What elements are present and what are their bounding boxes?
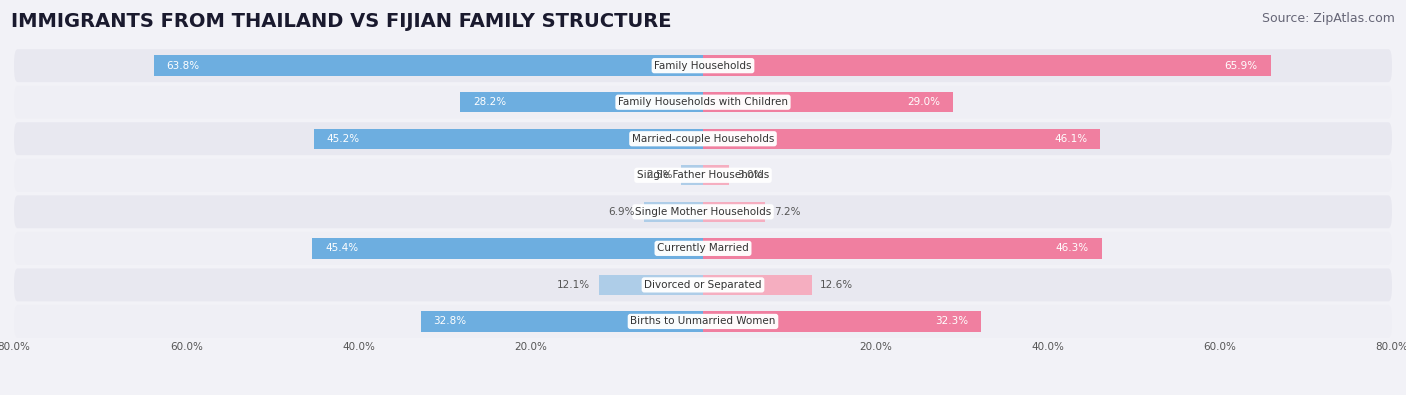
Text: 32.8%: 32.8% [433,316,467,326]
Text: 28.2%: 28.2% [472,97,506,107]
Text: 45.2%: 45.2% [326,134,360,144]
Bar [312,238,703,259]
Text: Births to Unmarried Women: Births to Unmarried Women [630,316,776,326]
Text: 12.1%: 12.1% [557,280,591,290]
Text: 65.9%: 65.9% [1225,61,1257,71]
Bar [703,238,1102,259]
Bar [153,55,703,76]
Text: 46.3%: 46.3% [1056,243,1088,253]
Bar [599,275,703,295]
Bar [703,311,981,332]
Text: 6.9%: 6.9% [609,207,636,217]
FancyBboxPatch shape [14,232,1392,265]
Bar [420,311,703,332]
FancyBboxPatch shape [14,196,1392,228]
FancyBboxPatch shape [14,159,1392,192]
Text: Divorced or Separated: Divorced or Separated [644,280,762,290]
Bar [644,201,703,222]
Bar [314,128,703,149]
Bar [703,275,811,295]
FancyBboxPatch shape [14,305,1392,338]
Text: Single Father Households: Single Father Households [637,170,769,180]
Text: 45.4%: 45.4% [325,243,359,253]
Text: IMMIGRANTS FROM THAILAND VS FIJIAN FAMILY STRUCTURE: IMMIGRANTS FROM THAILAND VS FIJIAN FAMIL… [11,12,672,31]
Bar [703,201,765,222]
FancyBboxPatch shape [14,49,1392,82]
Text: 12.6%: 12.6% [820,280,853,290]
Text: Single Mother Households: Single Mother Households [636,207,770,217]
Text: 7.2%: 7.2% [773,207,800,217]
Text: Currently Married: Currently Married [657,243,749,253]
Text: 29.0%: 29.0% [907,97,939,107]
Bar [460,92,703,113]
Text: 63.8%: 63.8% [166,61,200,71]
Text: 32.3%: 32.3% [935,316,969,326]
Bar [703,92,953,113]
Text: Family Households with Children: Family Households with Children [619,97,787,107]
FancyBboxPatch shape [14,269,1392,301]
Bar [703,165,728,186]
FancyBboxPatch shape [14,86,1392,118]
Bar [682,165,703,186]
FancyBboxPatch shape [14,122,1392,155]
Bar [703,128,1099,149]
Text: 2.5%: 2.5% [647,170,673,180]
Bar [703,55,1271,76]
Text: Source: ZipAtlas.com: Source: ZipAtlas.com [1261,12,1395,25]
Text: Family Households: Family Households [654,61,752,71]
Text: Married-couple Households: Married-couple Households [631,134,775,144]
Text: 3.0%: 3.0% [738,170,763,180]
Text: 46.1%: 46.1% [1054,134,1087,144]
